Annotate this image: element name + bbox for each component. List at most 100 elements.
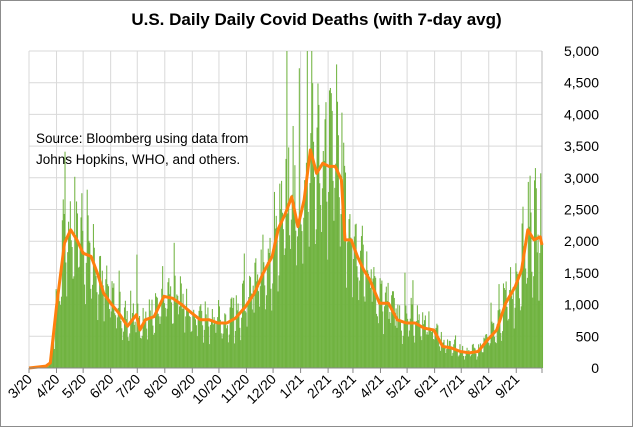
daily-bar — [379, 278, 381, 368]
daily-bar — [125, 319, 127, 368]
daily-bar — [59, 301, 61, 368]
daily-bar — [435, 327, 437, 368]
daily-bar — [177, 295, 179, 368]
daily-bar — [190, 332, 192, 368]
daily-bar — [402, 335, 404, 368]
daily-bar — [274, 228, 276, 368]
daily-bar — [134, 321, 136, 368]
daily-bar — [152, 325, 154, 368]
x-tick-label: 10/20 — [189, 371, 225, 407]
daily-bar — [336, 64, 338, 368]
daily-bar — [462, 345, 464, 368]
daily-bar — [302, 263, 304, 368]
daily-bar — [93, 247, 95, 368]
daily-bar — [392, 291, 394, 368]
daily-bar — [454, 339, 456, 368]
daily-bar — [221, 338, 223, 368]
daily-bar — [537, 234, 539, 368]
daily-bar — [281, 212, 283, 368]
daily-bar — [132, 303, 134, 368]
daily-bar — [296, 265, 298, 368]
daily-bar — [299, 215, 301, 368]
x-tick-label: 3/21 — [328, 371, 359, 402]
daily-bar — [254, 262, 256, 368]
daily-bar — [439, 350, 441, 368]
daily-bar — [96, 292, 98, 368]
daily-bar — [474, 348, 476, 368]
daily-bar — [159, 323, 161, 368]
daily-bar — [307, 211, 309, 368]
daily-bar — [105, 279, 107, 368]
daily-bar — [253, 312, 255, 368]
daily-bar — [368, 280, 370, 368]
daily-bar — [101, 270, 103, 368]
daily-bar — [291, 194, 293, 368]
daily-bar — [323, 160, 325, 368]
daily-bar — [90, 288, 92, 368]
daily-bar — [478, 344, 480, 368]
daily-bar — [321, 188, 323, 368]
daily-bar — [534, 180, 536, 368]
daily-bar — [362, 244, 364, 368]
daily-bar — [508, 318, 510, 368]
daily-bar — [281, 180, 283, 368]
y-tick-label: 1,500 — [564, 265, 599, 281]
daily-bar — [330, 93, 332, 369]
daily-bar — [165, 316, 167, 368]
daily-bar — [378, 298, 380, 368]
daily-bar — [112, 287, 114, 368]
daily-bar — [336, 101, 339, 368]
daily-bar — [334, 187, 336, 368]
daily-bar — [287, 213, 289, 368]
daily-bar — [420, 336, 422, 368]
daily-bar — [343, 142, 345, 368]
daily-bar — [346, 242, 348, 368]
daily-bar — [217, 317, 219, 368]
daily-bar — [524, 252, 526, 368]
daily-bar — [428, 311, 430, 368]
daily-bar — [237, 303, 239, 368]
daily-bar — [111, 281, 113, 368]
daily-bar — [476, 359, 478, 368]
daily-bar — [316, 127, 318, 368]
daily-bar — [80, 217, 82, 368]
chart-title: U.S. Daily Daily Covid Deaths (with 7-da… — [131, 10, 502, 29]
daily-bar — [309, 183, 311, 368]
daily-bar — [246, 326, 248, 368]
daily-bar — [283, 255, 285, 368]
daily-bar — [186, 288, 188, 368]
source-note: Source: Bloomberg using data from Johns … — [36, 128, 248, 170]
daily-bar — [463, 359, 465, 368]
daily-bar — [331, 110, 333, 369]
daily-bar — [455, 350, 457, 368]
daily-bar — [255, 258, 257, 368]
daily-bar — [485, 334, 487, 368]
daily-bar — [139, 337, 141, 368]
daily-bar — [519, 310, 521, 368]
daily-bar — [131, 313, 133, 368]
daily-bar — [423, 324, 425, 368]
daily-bar — [49, 362, 51, 368]
daily-bar — [342, 191, 344, 368]
daily-bar — [424, 315, 426, 368]
daily-bar — [439, 346, 441, 368]
daily-bar — [363, 296, 365, 368]
daily-bar — [289, 235, 291, 368]
daily-bar — [63, 213, 65, 368]
daily-bar — [178, 314, 180, 368]
daily-bar — [124, 300, 126, 368]
daily-bar — [370, 269, 372, 368]
daily-bar — [179, 276, 181, 368]
daily-bar — [265, 309, 267, 368]
daily-bar — [310, 133, 312, 368]
daily-bar — [147, 320, 149, 368]
daily-bar — [121, 328, 123, 368]
daily-bar — [148, 299, 150, 368]
daily-bar — [312, 83, 314, 368]
daily-bar — [66, 296, 68, 368]
daily-bar — [360, 236, 362, 368]
daily-bar — [409, 318, 411, 368]
daily-bar — [92, 224, 94, 368]
daily-bar — [339, 246, 341, 368]
daily-bar — [530, 212, 532, 368]
